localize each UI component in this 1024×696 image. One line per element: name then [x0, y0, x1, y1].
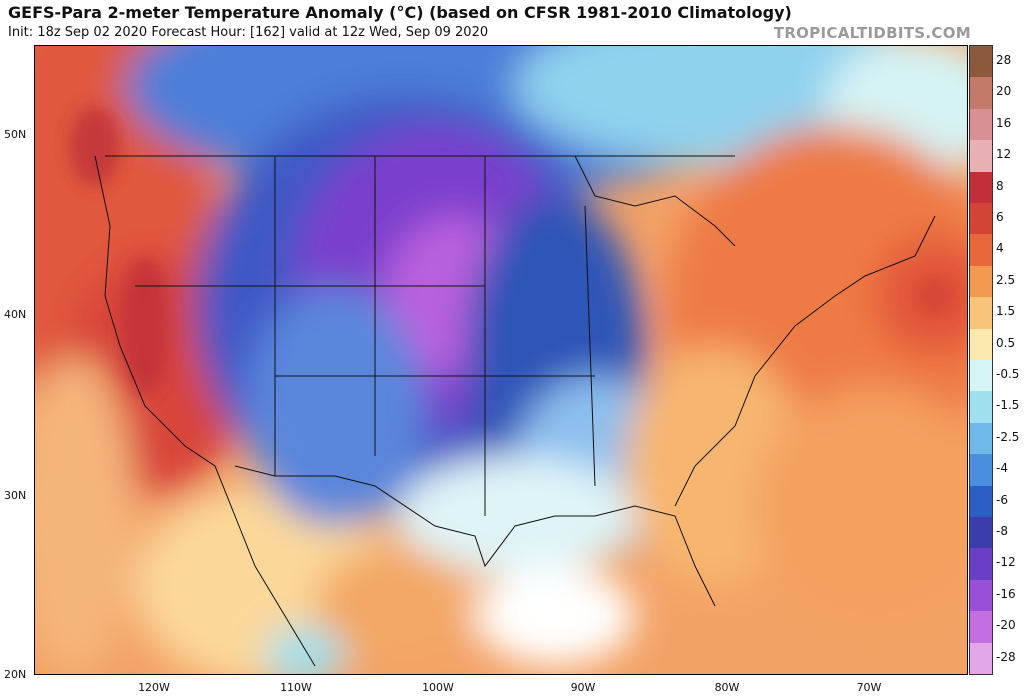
- colorbar-tick-label: -16: [996, 586, 1016, 601]
- colorbar-segment: [970, 203, 992, 235]
- colorbar-segment: [970, 328, 992, 361]
- colorbar-tick-label: -28: [996, 649, 1016, 664]
- colorbar-tick-label: -2.5: [996, 429, 1020, 444]
- latitude-label-50n: 50N: [4, 128, 27, 141]
- colorbar-tick-label: 1.5: [996, 304, 1016, 319]
- longitude-label-110w: 110W: [280, 681, 312, 694]
- colorbar-tick-label: -20: [996, 618, 1016, 633]
- colorbar-segment: [970, 611, 992, 644]
- colorbar-segment: [970, 422, 992, 455]
- colorbar-segment: [970, 391, 992, 424]
- colorbar-segment: [970, 548, 992, 581]
- colorbar-segment: [970, 234, 992, 267]
- colorbar-legend: [969, 45, 993, 675]
- longitude-label-80w: 80W: [714, 681, 740, 694]
- colorbar-segment: [970, 642, 992, 675]
- colorbar-tick-label: -12: [996, 555, 1016, 570]
- colorbar-segment: [970, 265, 992, 298]
- temperature-anomaly-map: [34, 45, 968, 675]
- colorbar-segment: [970, 360, 992, 392]
- colorbar-segment: [970, 454, 992, 487]
- colorbar-segment: [970, 579, 992, 612]
- colorbar-segment: [970, 77, 992, 110]
- colorbar-tick-label: 28: [996, 53, 1012, 67]
- colorbar-tick-label: 0.5: [996, 335, 1016, 350]
- colorbar-tick-label: 16: [996, 115, 1012, 130]
- colorbar-tick-label: 4: [996, 241, 1004, 256]
- colorbar-segment: [970, 171, 992, 204]
- latitude-label-20n: 20N: [4, 668, 27, 681]
- colorbar-tick-label: 8: [996, 178, 1004, 193]
- latitude-label-40n: 40N: [4, 308, 27, 321]
- colorbar-tick-label: -4: [996, 461, 1008, 476]
- latitude-label-30n: 30N: [4, 489, 27, 502]
- watermark: TROPICALTIDBITS.COM: [773, 24, 971, 42]
- map-subtitle: Init: 18z Sep 02 2020 Forecast Hour: [16…: [8, 25, 489, 40]
- colorbar-segment: [970, 140, 992, 173]
- longitude-label-120w: 120W: [138, 681, 170, 694]
- colorbar-tick-label: 20: [996, 84, 1012, 99]
- longitude-label-100w: 100W: [422, 681, 454, 694]
- colorbar-segment: [970, 485, 992, 518]
- colorbar-tick-label: -0.5: [996, 367, 1020, 381]
- colorbar-segment: [970, 108, 992, 141]
- colorbar-tick-label: -6: [996, 492, 1008, 507]
- colorbar-tick-label: -8: [996, 524, 1008, 538]
- colorbar-tick-label: -1.5: [996, 398, 1020, 413]
- map-title: GEFS-Para 2-meter Temperature Anomaly (°…: [8, 3, 792, 22]
- colorbar-tick-label: 12: [996, 147, 1012, 162]
- longitude-label-70w: 70W: [856, 681, 882, 694]
- colorbar-tick-label: 6: [996, 210, 1004, 224]
- colorbar-segment: [970, 297, 992, 330]
- colorbar-tick-label: 2.5: [996, 272, 1016, 287]
- colorbar-segment: [970, 46, 992, 78]
- longitude-label-90w: 90W: [570, 681, 596, 694]
- colorbar-segment: [970, 517, 992, 549]
